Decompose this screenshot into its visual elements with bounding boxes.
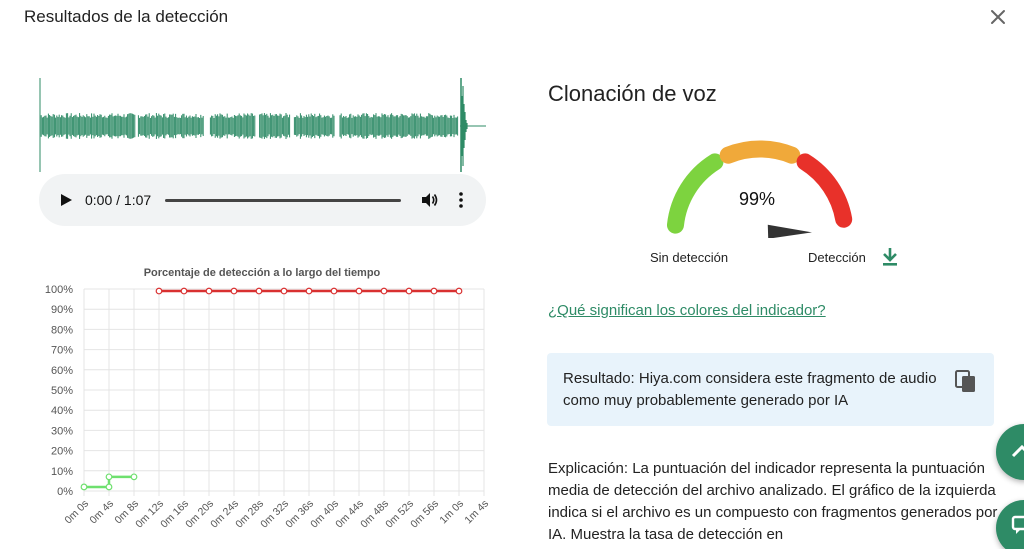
modal-title: Resultados de la detección [24,7,229,26]
chart-series-line-0 [84,475,134,489]
chart-y-tick-label: 0% [57,486,73,498]
detection-chart: Porcentaje de detección a lo largo del t… [45,267,491,531]
gauge-arc-mid [719,140,801,164]
chart-point [80,483,88,491]
chart-point [430,287,438,295]
scroll-top-button[interactable] [996,424,1024,480]
chart-y-tick-label: 80% [51,324,73,336]
gauge-arc-low [666,153,724,234]
chart-point [155,287,163,295]
chart-point [330,287,338,295]
chart-y-tick-label: 100% [45,284,73,296]
chat-icon [1011,515,1024,534]
chart-x-tick-label: 0m 56s [408,498,441,531]
chart-point [130,473,138,481]
gauge-needle [767,224,812,238]
chart-x-tick-label: 1m 0s [437,498,466,527]
chart-x-tick-label: 0m 4s [87,498,116,527]
chat-button[interactable] [996,500,1024,549]
result-box: Resultado: Hiya.com considera este fragm… [547,353,994,426]
gauge-value: 99% [739,189,776,209]
chart-point [305,287,313,295]
detection-gauge [666,140,853,238]
section-title: Clonación de voz [548,81,717,106]
chart-y-tick-label: 50% [51,385,73,397]
chart-y-tick-label: 30% [51,425,73,437]
chart-y-tick-label: 70% [51,345,73,357]
download-icon[interactable] [880,246,900,268]
chart-point [105,483,113,491]
result-text: Resultado: Hiya.com considera este fragm… [563,370,937,409]
chart-point [380,287,388,295]
chart-y-tick-label: 10% [51,466,73,478]
more-vert-icon[interactable] [453,190,469,210]
chart-point [280,287,288,295]
chart-point [180,287,188,295]
colors-meaning-link[interactable]: ¿Qué significan los colores del indicado… [548,302,826,319]
chart-point [405,287,413,295]
volume-icon[interactable] [421,191,439,209]
chart-x-tick-label: 0m 0s [62,498,91,527]
audio-waveform[interactable] [36,74,488,178]
close-icon[interactable] [986,5,1010,29]
chart-point [255,287,263,295]
chart-y-tick-label: 90% [51,304,73,316]
chart-point [455,287,463,295]
chart-y-tick-label: 40% [51,405,73,417]
gauge-low-label: Sin detección [650,250,729,265]
chevron-up-icon [1011,444,1024,458]
player-time: 0:00 / 1:07 [85,192,152,208]
chart-point [230,287,238,295]
audio-player[interactable]: 0:00 / 1:07 [39,174,486,226]
copy-icon[interactable] [955,370,977,394]
chart-title: Porcentaje de detección a lo largo del t… [144,267,381,279]
gauge-arc-high [796,153,853,228]
chart-y-tick-label: 20% [51,446,73,458]
chart-x-tick-label: 1m 4s [462,498,491,527]
explanation-text: Explicación: La puntuación del indicador… [548,460,998,543]
chart-point [205,287,213,295]
chart-y-tick-label: 60% [51,365,73,377]
gauge-high-label: Detección [808,250,866,265]
chart-point [105,473,113,481]
chart-point [355,287,363,295]
player-seek-bar[interactable] [165,199,401,202]
play-icon[interactable] [59,193,73,207]
